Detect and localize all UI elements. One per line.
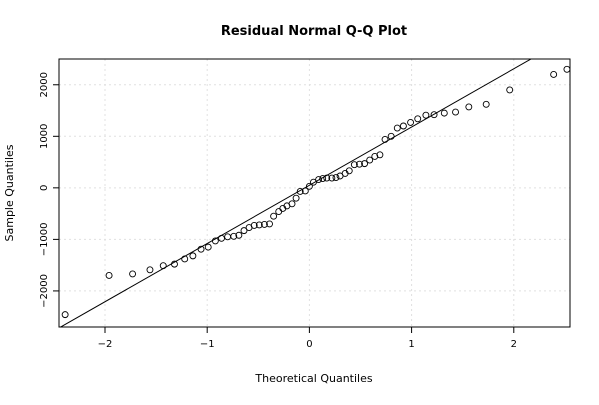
y-tick-label-2: 0 <box>39 185 50 191</box>
data-point-39 <box>350 161 358 169</box>
data-point-25 <box>288 200 296 208</box>
data-point-54 <box>452 108 459 116</box>
data-point-12 <box>224 233 232 241</box>
chart-title: Residual Normal Q-Q Plot <box>221 24 407 39</box>
data-point-20 <box>266 220 273 228</box>
data-point-38 <box>345 167 353 175</box>
data-point-13 <box>230 232 238 240</box>
data-point-6 <box>181 255 189 263</box>
reference-line-group <box>59 59 532 327</box>
data-point-19 <box>260 220 268 228</box>
data-point-42 <box>366 156 374 164</box>
data-point-1 <box>105 272 113 279</box>
data-point-56 <box>482 100 490 108</box>
data-point-0 <box>61 311 69 319</box>
data-point-14 <box>235 231 243 239</box>
data-point-51 <box>422 111 430 119</box>
data-point-43 <box>371 152 379 160</box>
data-point-45 <box>381 135 389 143</box>
data-point-34 <box>328 174 336 182</box>
data-point-15 <box>240 227 248 235</box>
x-tick-label-2: 0 <box>306 339 312 350</box>
y-tick-label-1: −1000 <box>39 222 50 256</box>
x-axis: −2 −1 0 1 2 <box>98 326 517 350</box>
data-point-18 <box>255 221 263 229</box>
data-point-21 <box>270 212 278 220</box>
data-point-2 <box>129 270 137 278</box>
data-point-7 <box>189 252 197 260</box>
data-point-55 <box>465 103 473 111</box>
data-point-48 <box>399 122 407 130</box>
y-axis-label: Sample Quantiles <box>3 144 16 241</box>
data-point-47 <box>393 124 401 132</box>
data-point-46 <box>387 132 395 140</box>
plot-area-frame <box>58 58 571 328</box>
x-tick-label-0: −2 <box>98 339 113 350</box>
data-point-8 <box>197 245 205 253</box>
qq-reference-line <box>59 59 532 327</box>
data-point-49 <box>407 118 415 126</box>
data-point-44 <box>376 151 384 159</box>
data-point-9 <box>204 243 212 251</box>
data-point-11 <box>218 234 225 242</box>
data-point-40 <box>356 160 363 168</box>
data-point-10 <box>211 237 219 245</box>
data-point-41 <box>361 160 369 168</box>
data-point-28 <box>301 187 309 195</box>
data-point-33 <box>323 174 331 182</box>
data-point-5 <box>171 260 178 268</box>
data-point-27 <box>296 188 304 195</box>
data-point-31 <box>315 176 323 184</box>
data-point-52 <box>430 111 438 119</box>
data-points <box>61 65 571 319</box>
data-point-3 <box>146 266 154 274</box>
data-point-26 <box>292 194 300 202</box>
data-point-53 <box>440 109 448 117</box>
x-tick-label-3: 1 <box>408 339 414 350</box>
y-tick-label-3: 1000 <box>39 124 50 149</box>
data-point-58 <box>550 71 558 78</box>
y-tick-label-0: −2000 <box>39 274 50 308</box>
data-point-59 <box>563 65 571 73</box>
data-point-17 <box>250 222 258 229</box>
data-point-32 <box>319 175 327 183</box>
data-point-29 <box>305 182 313 190</box>
data-point-50 <box>414 115 422 123</box>
data-point-57 <box>506 86 514 94</box>
y-tick-label-4: 2000 <box>39 72 50 97</box>
grid <box>59 59 570 327</box>
x-axis-label: Theoretical Quantiles <box>254 372 372 385</box>
x-tick-label-4: 2 <box>511 339 517 350</box>
x-tick-label-1: −1 <box>200 339 215 350</box>
data-point-4 <box>159 262 167 270</box>
y-axis: −2000 −1000 0 1000 2000 <box>39 72 60 308</box>
data-point-22 <box>275 208 283 216</box>
data-point-35 <box>332 174 340 181</box>
